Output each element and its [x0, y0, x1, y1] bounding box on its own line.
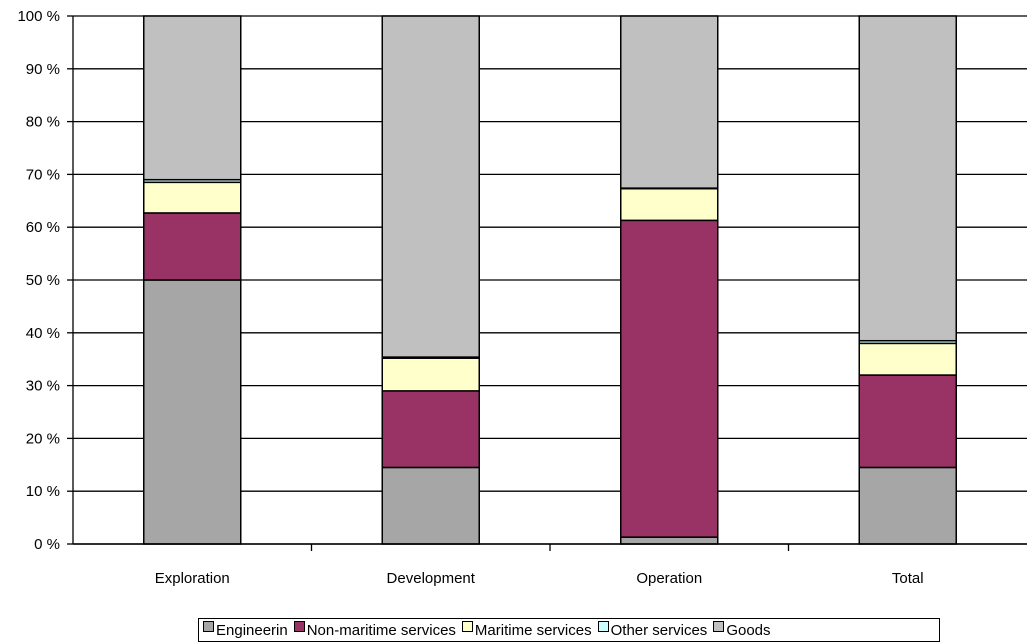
legend-item: Engineerin	[203, 619, 288, 638]
x-tick-label: Total	[892, 570, 924, 587]
bar-segment	[381, 357, 480, 392]
y-tick-label: 80 %	[26, 114, 60, 131]
y-tick-label: 70 %	[26, 166, 60, 183]
legend-label: Goods	[726, 622, 771, 639]
legend-label: Other services	[610, 622, 708, 639]
y-tick-label: 60 %	[26, 219, 60, 236]
legend-swatch	[597, 621, 609, 632]
x-tick-label: Development	[387, 570, 476, 587]
legend-item: Maritime services	[461, 619, 592, 639]
y-tick-label: 90 %	[26, 61, 60, 78]
bar-segment	[620, 219, 719, 538]
bar-segment	[858, 15, 957, 342]
bar-segment	[143, 279, 242, 545]
legend-label: Engineerin	[216, 622, 288, 639]
bar-segment	[143, 212, 242, 281]
legend-swatch	[293, 621, 305, 632]
bar-segment	[858, 466, 957, 545]
y-tick-label: 20 %	[26, 430, 60, 447]
bar-segment	[620, 15, 719, 189]
legend-item: Other services	[597, 619, 708, 639]
y-tick-label: 100 %	[17, 8, 60, 25]
bar-segment	[143, 15, 242, 181]
legend-item: Goods	[713, 619, 771, 639]
legend-swatch	[713, 621, 725, 632]
y-tick-label: 10 %	[26, 483, 60, 500]
bar-segment	[620, 187, 719, 222]
y-tick-label: 30 %	[26, 378, 60, 395]
x-tick-label: Exploration	[155, 570, 230, 587]
bar-segment	[620, 536, 719, 545]
bar-segment	[858, 342, 957, 376]
bar-segment	[381, 15, 480, 358]
legend: Engineerin Non-maritime services Maritime …	[198, 618, 940, 642]
legend-label: Non-maritime services	[306, 622, 456, 639]
legend-swatch	[203, 621, 214, 632]
y-tick-label: 40 %	[26, 325, 60, 342]
legend-swatch	[461, 621, 473, 632]
bar-segment	[143, 181, 242, 214]
x-tick-label: Operation	[636, 570, 702, 587]
bar-segment	[858, 374, 957, 469]
legend-label: Maritime services	[474, 622, 592, 639]
bar-segment	[381, 390, 480, 469]
y-tick-label: 0 %	[34, 536, 60, 553]
legend-item: Non-maritime services	[293, 619, 456, 639]
bar-segment	[381, 466, 480, 545]
y-tick-label: 50 %	[26, 272, 60, 289]
